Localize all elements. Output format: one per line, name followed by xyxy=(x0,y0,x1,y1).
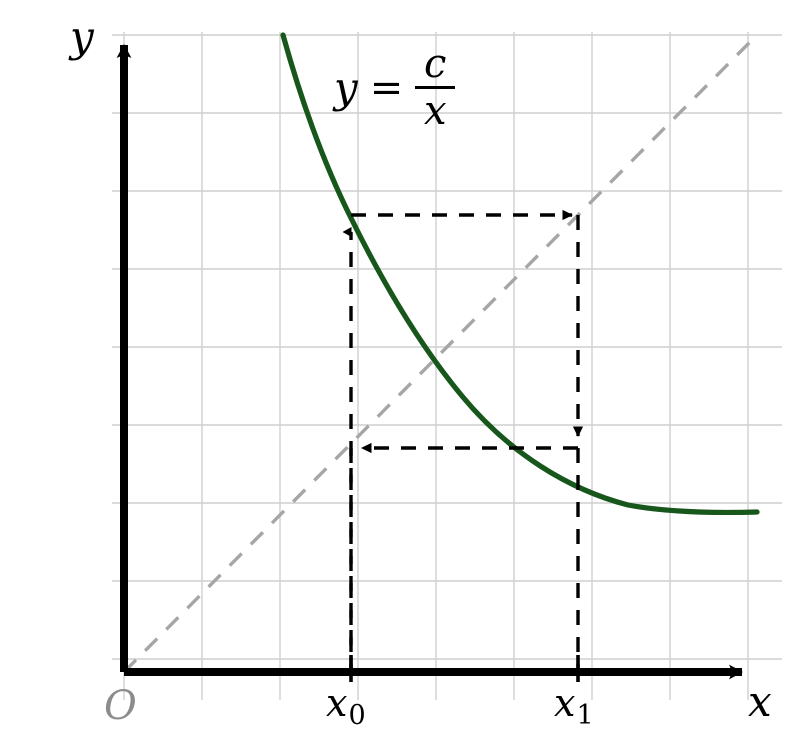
x-tick-label-x0-base: x xyxy=(326,681,348,725)
equation-fraction: c x xyxy=(415,41,456,134)
x-tick-label-x1: x1 xyxy=(554,684,594,729)
equation-equals-sign: = xyxy=(369,64,404,111)
equation-fraction-bar xyxy=(415,86,456,89)
equation-numerator: c xyxy=(424,41,447,87)
curve-equation-label: y = c x xyxy=(334,41,456,134)
x-tick-label-x1-base: x xyxy=(554,681,576,725)
cobweb-construction xyxy=(342,209,584,672)
origin-label: O xyxy=(104,683,137,729)
x-tick-label-x1-subscript: 1 xyxy=(576,700,594,732)
x-axis-tick-marks xyxy=(349,655,580,682)
equation-lhs: y xyxy=(334,62,358,112)
x-tick-label-x0: x0 xyxy=(326,684,366,729)
x-tick-label-x0-subscript: 0 xyxy=(348,700,366,732)
axis-lines xyxy=(116,44,743,680)
hyperbola-curve xyxy=(280,32,760,516)
y-axis-label: y xyxy=(70,12,94,61)
equation-denominator: x xyxy=(423,88,447,134)
grid-lines xyxy=(112,32,782,700)
x-axis-label: x xyxy=(748,677,772,726)
